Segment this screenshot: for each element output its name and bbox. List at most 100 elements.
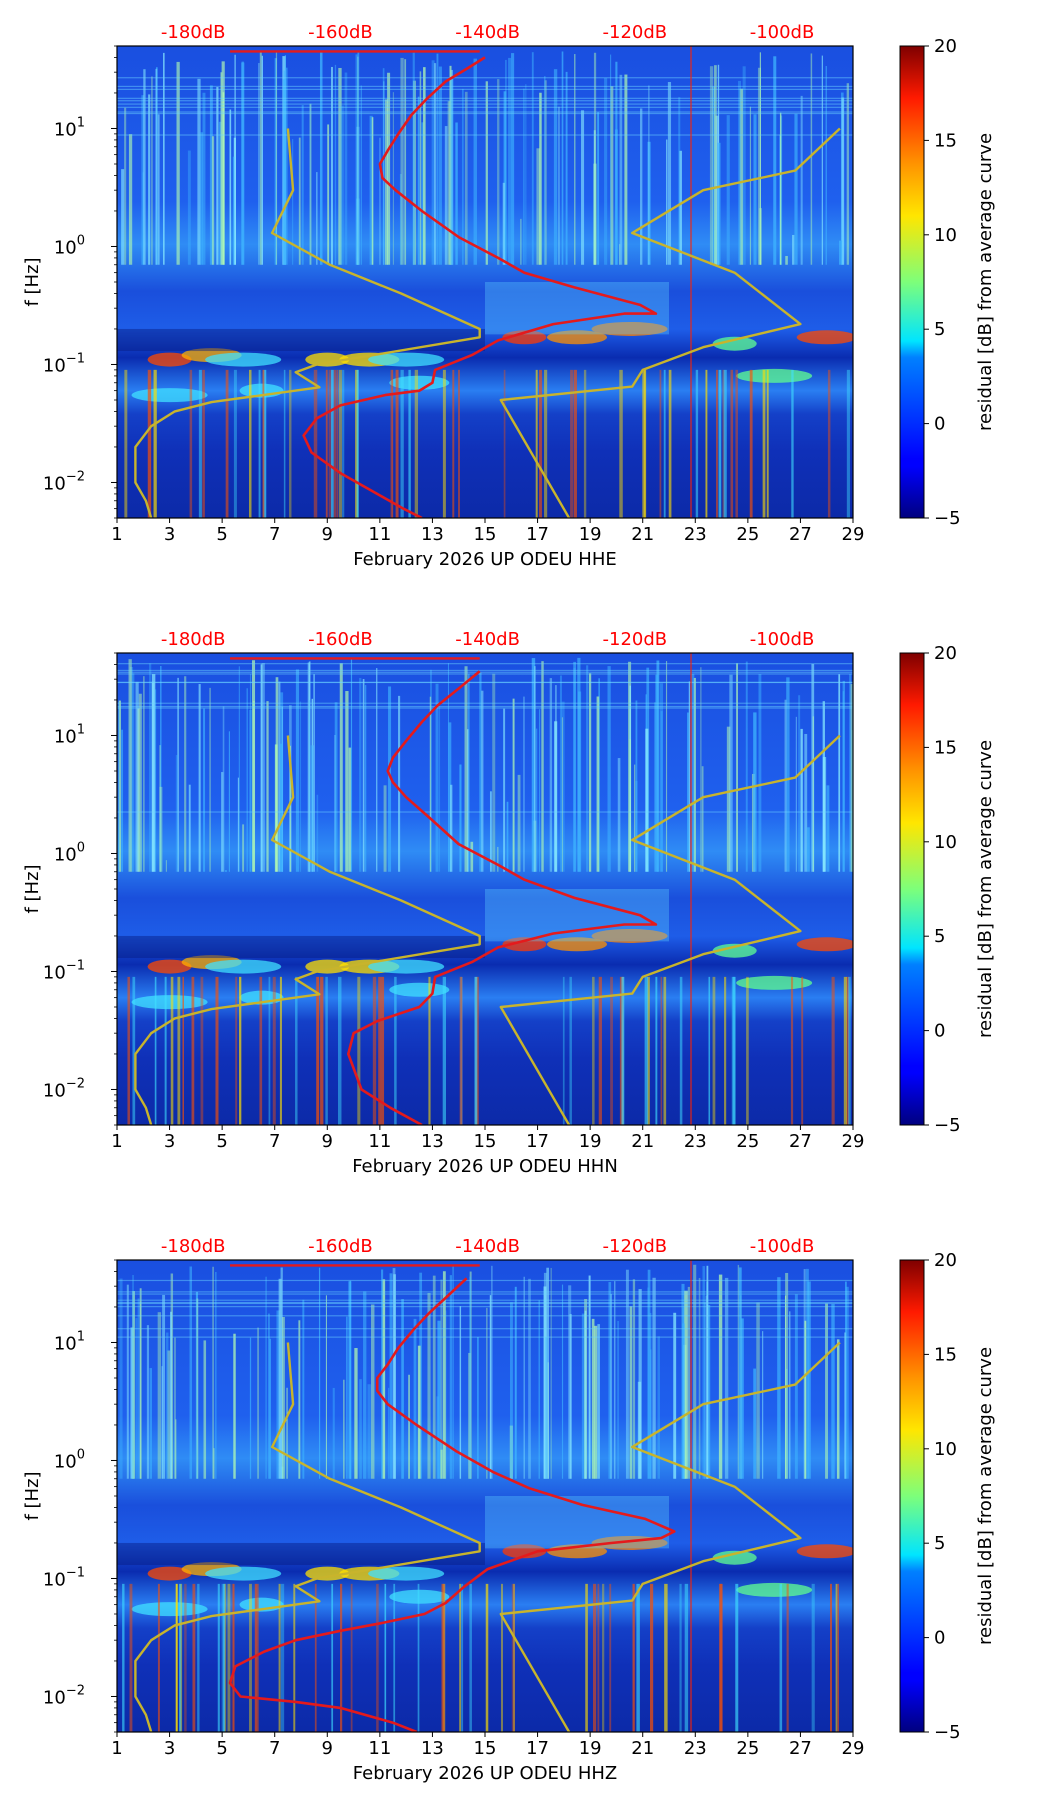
microseism-patch: [796, 1544, 853, 1559]
x-tick-label: 3: [164, 1131, 175, 1152]
transient-streak: [562, 976, 565, 1125]
transient-streak: [565, 71, 568, 265]
transient-streak: [619, 369, 623, 518]
transient-streak: [523, 1276, 525, 1479]
transient-streak: [444, 126, 448, 265]
colorbar-tick-label: 0: [934, 414, 945, 435]
transient-streak: [538, 1300, 541, 1479]
microseism-patch: [736, 1582, 813, 1597]
transient-streak: [729, 674, 733, 872]
transient-streak: [460, 976, 463, 1125]
panel-2: 1 3 5 7 9 11 13 15 17 19 21 23 25 27 2910−210−1100101-…: [22, 629, 996, 1177]
transient-streak: [555, 685, 557, 872]
quiet-band: [117, 1542, 485, 1566]
transient-streak: [242, 824, 245, 872]
transient-streak: [539, 709, 541, 872]
colorbar-tick-label: 10: [934, 225, 957, 246]
transient-streak: [459, 1306, 462, 1479]
transient-streak: [139, 1288, 142, 1479]
transient-streak: [593, 52, 597, 265]
transient-streak: [239, 976, 242, 1125]
transient-streak: [845, 1286, 849, 1479]
colorbar-tick-label: 15: [934, 737, 957, 758]
transient-streak: [506, 801, 509, 872]
transient-streak: [380, 976, 385, 1125]
transient-streak: [263, 369, 267, 518]
transient-streak: [217, 1583, 220, 1732]
colorbar-tick-label: 5: [934, 1533, 945, 1554]
transient-streak: [137, 1298, 140, 1479]
transient-streak: [423, 67, 426, 265]
transient-streak: [657, 1336, 660, 1479]
transient-streak: [202, 369, 205, 518]
spectral-line: [117, 681, 853, 684]
transient-streak: [146, 1325, 150, 1479]
transient-streak: [448, 722, 452, 872]
transient-streak: [442, 1271, 446, 1479]
transient-streak: [758, 673, 762, 872]
transient-streak: [359, 677, 362, 872]
transient-streak: [149, 663, 152, 872]
transient-streak: [419, 1272, 423, 1479]
microseism-patch: [368, 352, 445, 367]
transient-streak: [645, 728, 649, 872]
transient-streak: [202, 92, 206, 265]
transient-streak: [642, 369, 646, 518]
transient-streak: [452, 369, 455, 518]
transient-streak: [340, 105, 344, 265]
transient-streak: [316, 172, 318, 265]
transient-streak: [417, 1345, 421, 1479]
transient-streak: [393, 1274, 396, 1479]
transient-streak: [357, 976, 361, 1125]
transient-streak: [433, 63, 437, 265]
transient-streak: [688, 681, 691, 872]
transient-streak: [607, 666, 611, 872]
high-noise-model-curve: [499, 734, 841, 1125]
transient-streak: [346, 1316, 348, 1479]
transient-streak: [383, 81, 385, 265]
x-tick-label: 17: [526, 524, 549, 545]
transient-streak: [130, 1327, 134, 1479]
transient-streak: [262, 369, 265, 518]
transient-streak: [213, 1448, 215, 1479]
transient-streak: [278, 1583, 281, 1732]
transient-streak: [392, 92, 394, 265]
transient-streak: [549, 678, 553, 872]
transient-streak: [198, 684, 201, 872]
transient-streak: [753, 114, 757, 265]
transient-streak: [132, 1275, 134, 1479]
artifact-line: [690, 1260, 693, 1732]
transient-streak: [378, 976, 381, 1125]
transient-streak: [505, 59, 507, 265]
transient-streak: [534, 666, 536, 872]
transient-streak: [561, 717, 563, 872]
transient-streak: [447, 663, 449, 872]
y-tick-base: 10: [43, 1569, 66, 1590]
transient-streak: [121, 729, 124, 872]
transient-streak: [279, 976, 282, 1125]
transient-streak: [231, 1583, 235, 1732]
transient-streak: [792, 234, 795, 265]
transient-streak: [376, 668, 378, 872]
transient-streak: [254, 1583, 257, 1732]
transient-streak: [218, 121, 222, 265]
transient-streak: [679, 1583, 682, 1732]
transient-streak: [794, 1294, 798, 1479]
y-tick-exponent: 0: [77, 233, 85, 248]
transient-streak: [348, 1281, 352, 1479]
x-tick-label: 3: [164, 1738, 175, 1759]
transient-streak: [167, 1350, 171, 1479]
transient-streak: [485, 81, 488, 265]
transient-streak: [508, 57, 512, 265]
transient-streak: [629, 739, 631, 872]
transient-streak: [135, 1318, 138, 1479]
transient-streak: [417, 1583, 420, 1732]
transient-streak: [610, 86, 614, 265]
transient-streak: [844, 1332, 846, 1479]
microseism-patch: [502, 937, 547, 952]
transient-streak: [412, 52, 415, 265]
transient-streak: [647, 976, 650, 1125]
y-tick-label: 101: [54, 115, 85, 140]
transient-streak: [541, 661, 544, 872]
x-tick-label: 5: [216, 1131, 227, 1152]
